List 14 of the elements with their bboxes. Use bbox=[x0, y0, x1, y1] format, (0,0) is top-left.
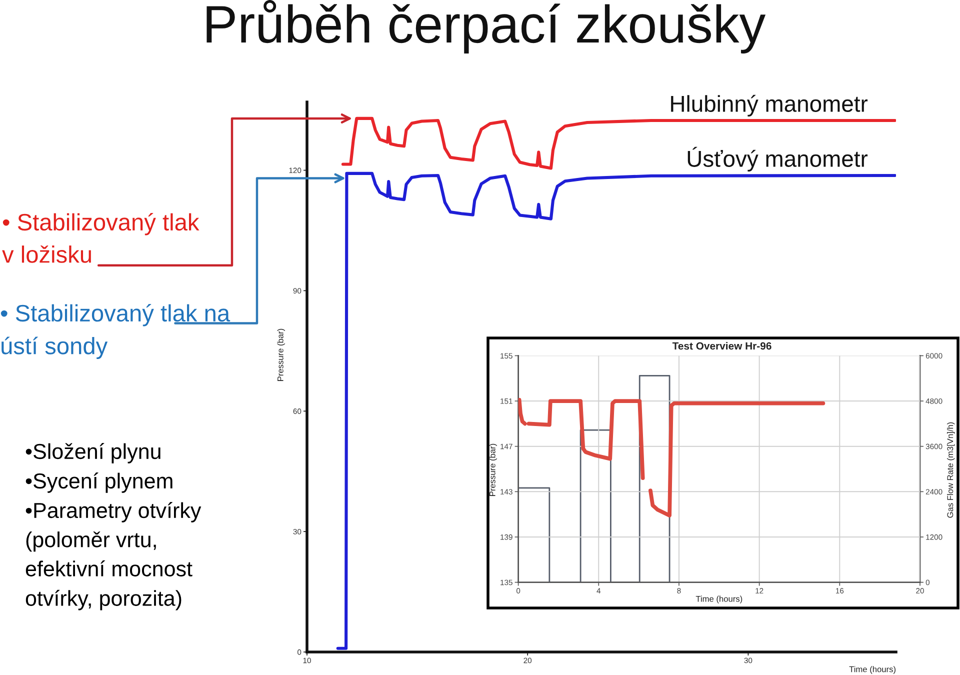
y-axis-title: Pressure (bar) bbox=[489, 444, 497, 496]
y2-axis-title: Gas Flow Rate (m3[Vn]/h) bbox=[947, 422, 955, 518]
x-axis-title: Time (hours) bbox=[696, 596, 742, 604]
annotation: • Stabilizovaný tlak na ústí sondy bbox=[0, 304, 230, 360]
annotation: • Stabilizovaný tlak v ložisku bbox=[2, 213, 200, 263]
chart-title: Test Overview Hr-96 bbox=[672, 342, 772, 350]
line-series bbox=[336, 172, 896, 650]
line-series bbox=[341, 116, 896, 170]
y-axis-title: Pressure (bar) bbox=[277, 328, 285, 381]
text: •Složení plynu •Sycení plynem •Parametry otvírky (poloměr vrtu, efektivní mocnost otvírky, porozita) bbox=[26, 443, 202, 610]
chart-title: Průběh čerpací zkoušky bbox=[206, 0, 766, 54]
series-label: Hlubinný manometr bbox=[671, 94, 868, 116]
series-label: Úsťový manometr bbox=[688, 146, 868, 172]
x-axis-title: Time (hours) bbox=[849, 666, 896, 674]
